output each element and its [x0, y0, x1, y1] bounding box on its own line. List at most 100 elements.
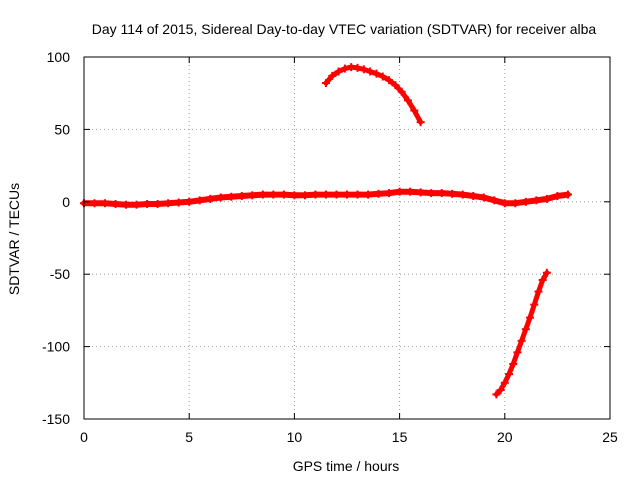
data-point	[343, 190, 351, 199]
data-point	[521, 325, 530, 334]
data-point	[397, 87, 406, 96]
data-point	[458, 190, 467, 199]
data-point	[427, 189, 436, 198]
series-main-band	[80, 187, 572, 209]
data-point	[237, 192, 246, 201]
data-point	[492, 390, 501, 399]
data-point	[416, 188, 425, 197]
data-point	[538, 275, 547, 284]
x-axis-label: GPS time / hours	[293, 458, 400, 474]
data-point	[227, 192, 236, 201]
data-point	[406, 187, 415, 196]
y-tick-label: -100	[42, 339, 70, 355]
data-point	[534, 287, 543, 296]
data-point	[437, 189, 446, 198]
data-point	[542, 268, 551, 277]
y-axis-label: SDTVAR / TECUs	[6, 183, 22, 295]
data-point	[391, 81, 400, 90]
data-point	[517, 336, 526, 345]
data-point	[404, 96, 413, 105]
data-point	[563, 190, 572, 199]
data-point	[111, 199, 120, 208]
x-tick-label: 10	[287, 429, 303, 445]
series-lower-branch	[492, 268, 551, 399]
data-point	[206, 194, 215, 203]
data-point	[448, 189, 457, 198]
data-point	[513, 348, 522, 357]
data-point	[553, 192, 562, 201]
data-point	[385, 76, 394, 85]
data-point	[469, 192, 478, 201]
data-point	[374, 189, 383, 198]
y-tick-label: 0	[62, 194, 70, 210]
data-point	[410, 106, 419, 115]
data-point	[353, 190, 362, 199]
data-point	[542, 194, 551, 203]
data-point	[332, 190, 341, 199]
data-point	[334, 67, 343, 76]
data-point	[269, 190, 278, 199]
data-point	[321, 190, 330, 199]
x-tick-label: 15	[392, 429, 408, 445]
data-point	[359, 65, 368, 74]
y-tick-label: -50	[50, 266, 70, 282]
data-point	[378, 72, 387, 81]
data-point	[490, 196, 499, 205]
data-point	[300, 191, 309, 200]
data-point	[479, 193, 488, 202]
data-points	[80, 63, 572, 399]
data-point	[496, 386, 505, 395]
chart-title: Day 114 of 2015, Sidereal Day-to-day VTE…	[92, 21, 597, 37]
series-band	[323, 64, 424, 125]
data-point	[500, 199, 509, 208]
data-point	[122, 200, 131, 209]
data-point	[216, 193, 225, 202]
data-point	[364, 190, 373, 199]
data-point	[279, 190, 288, 199]
data-point	[530, 300, 539, 309]
data-point	[258, 190, 267, 199]
data-point	[132, 200, 141, 209]
data-point	[153, 199, 162, 208]
data-point	[290, 191, 299, 200]
series-upper-arc	[321, 63, 425, 127]
x-tick-label: 25	[602, 429, 618, 445]
data-point	[164, 199, 173, 208]
data-point	[195, 196, 204, 205]
data-point	[511, 199, 520, 208]
data-point	[174, 198, 183, 207]
data-point	[372, 69, 381, 78]
y-tick-label: 100	[47, 49, 71, 65]
data-point	[340, 64, 349, 73]
y-tick-label: 50	[54, 121, 70, 137]
data-point	[90, 199, 99, 208]
plot-frame	[83, 56, 611, 420]
data-point	[311, 190, 320, 199]
y-tick-label: -150	[42, 411, 70, 427]
data-point	[532, 196, 541, 205]
data-point	[328, 71, 337, 80]
data-point	[321, 79, 330, 88]
x-tick-label: 20	[497, 429, 513, 445]
data-point	[395, 187, 404, 196]
data-point	[353, 63, 362, 72]
x-tick-label: 0	[80, 429, 88, 445]
data-point	[185, 197, 194, 206]
grid-lines	[84, 57, 610, 419]
data-point	[416, 118, 425, 127]
data-point	[143, 199, 152, 208]
data-point	[505, 370, 514, 379]
data-point	[366, 67, 375, 76]
axis-ticks: 0 5 10 15 20 25 100 50 0 -50 -100 -150	[42, 49, 618, 445]
data-point	[526, 313, 535, 322]
x-tick-label: 5	[185, 429, 193, 445]
data-point	[509, 359, 518, 368]
data-point	[500, 378, 509, 387]
data-point	[385, 189, 394, 198]
data-point	[101, 199, 110, 208]
data-point	[248, 191, 257, 200]
data-point	[521, 197, 530, 206]
